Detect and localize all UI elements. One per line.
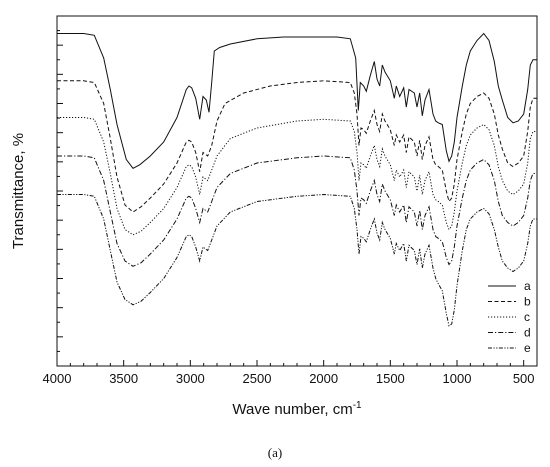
x-tick-label: 1500 [376,371,405,386]
x-tick-label: 2000 [309,371,338,386]
x-axis: 4000 3500 3000 2500 2000 1500 1000 500 [43,360,538,386]
plot-frame [56,15,538,367]
x-tick-label: 2500 [243,371,272,386]
legend-label-d: d [524,326,531,340]
x-axis-title: Wave number, cm-1 [232,400,362,418]
x-tick-label: 3000 [176,371,205,386]
series-layer [57,32,537,327]
figure-caption: (a) [268,445,282,460]
x-tick-label: 3500 [109,371,138,386]
y-axis [57,15,63,367]
x-tick-label: 500 [513,371,535,386]
x-axis-title-superscript: -1 [353,400,362,411]
legend-label-a: a [524,279,531,293]
legend-label-e: e [524,341,531,355]
series-line-c [57,117,537,236]
series-line-b [57,80,537,213]
series-line-d [57,155,537,267]
series-line-a [57,32,537,169]
series-line-e [57,193,537,327]
x-tick-label: 1000 [443,371,472,386]
y-axis-title: Transmittance, % [10,133,27,249]
legend-label-b: b [524,295,531,309]
x-tick-label: 4000 [43,371,72,386]
x-axis-title-text: Wave number, cm [232,401,352,418]
legend-label-c: c [524,310,530,324]
